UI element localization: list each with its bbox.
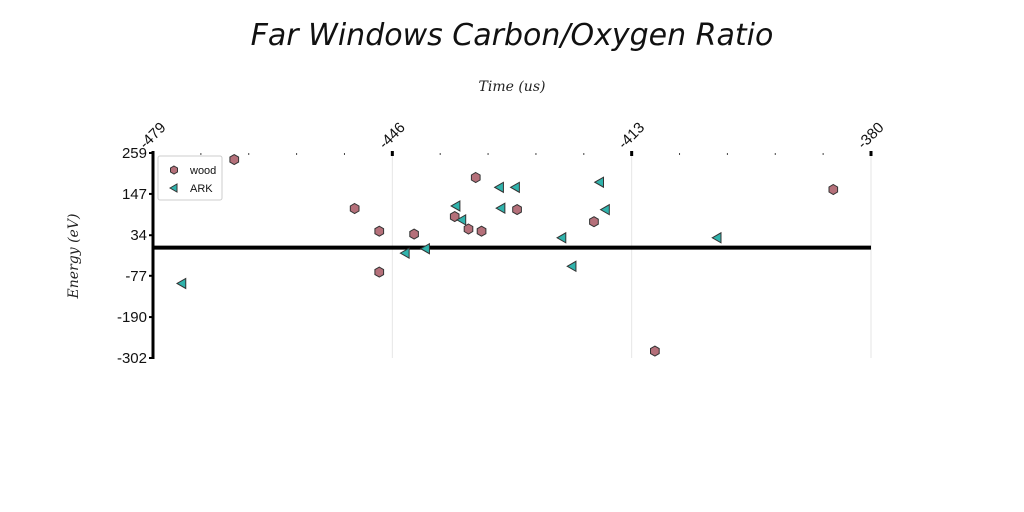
y-tick-label: 259	[122, 145, 147, 162]
axes	[149, 151, 873, 359]
point-wood	[349, 202, 360, 215]
point-wood	[650, 345, 660, 357]
point-ark	[176, 277, 187, 290]
point-ark	[455, 214, 467, 226]
legend: wood ARK	[157, 155, 223, 201]
point-wood	[589, 216, 599, 228]
point-ark	[711, 231, 722, 244]
point-ark	[493, 181, 504, 194]
point-wood	[470, 171, 481, 184]
point-wood	[374, 225, 385, 237]
point-ark	[419, 242, 430, 255]
legend-label-wood: wood	[189, 165, 216, 177]
point-ark	[593, 176, 605, 189]
point-wood	[409, 228, 419, 240]
y-tick-label: -77	[125, 268, 147, 285]
y-axis-label: Energy (eV)	[66, 214, 82, 300]
legend-marker-ark	[168, 183, 178, 193]
point-ark	[509, 181, 520, 194]
y-tick-label: -302	[117, 350, 147, 367]
legend-label-ark: ARK	[190, 183, 213, 195]
point-ark	[495, 202, 506, 215]
grid-lines	[152, 153, 872, 358]
x-tick-label: -380	[854, 119, 887, 152]
y-tick-label: -190	[117, 309, 147, 326]
point-wood	[476, 225, 487, 237]
point-ark	[556, 231, 567, 244]
x-tick-label: -446	[376, 119, 409, 152]
y-tick-label: 34	[130, 227, 147, 244]
point-ark	[450, 200, 461, 212]
y-tick-label: 147	[122, 186, 147, 203]
point-ark	[399, 247, 410, 259]
chart-title: Far Windows Carbon/Oxygen Ratio	[251, 18, 774, 53]
point-wood	[463, 223, 474, 235]
point-wood	[512, 204, 522, 216]
point-wood	[828, 183, 839, 196]
x-axis-label: Time (us)	[479, 79, 546, 95]
point-ark	[566, 260, 577, 273]
point-ark	[599, 203, 610, 216]
x-tick-label: -413	[615, 119, 648, 152]
legend-marker-wood	[170, 165, 178, 175]
point-wood	[229, 154, 240, 166]
point-wood	[449, 211, 460, 223]
data-points	[176, 154, 839, 357]
point-wood	[374, 266, 385, 278]
